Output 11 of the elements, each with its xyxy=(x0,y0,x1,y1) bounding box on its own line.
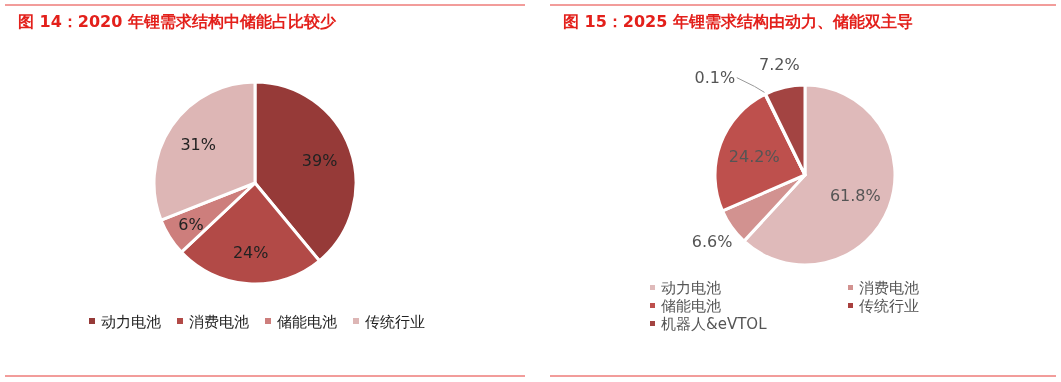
legend-label: 消费电池 xyxy=(189,313,249,331)
legend-label: 储能电池 xyxy=(661,297,721,315)
legend-label: 传统行业 xyxy=(365,313,425,331)
chart-title: 图 15：2025 年锂需求结构由动力、储能双主导 xyxy=(563,12,913,31)
legend-label: 消费电池 xyxy=(859,279,919,297)
chart-title: 图 14：2020 年锂需求结构中储能占比较少 xyxy=(18,12,337,31)
legend-label: 动力电池 xyxy=(661,279,721,297)
legend-label: 传统行业 xyxy=(859,297,919,315)
legend-label: 机器人&eVTOL xyxy=(661,315,768,333)
legend-label: 动力电池 xyxy=(101,313,161,331)
legend-label: 储能电池 xyxy=(277,313,337,331)
